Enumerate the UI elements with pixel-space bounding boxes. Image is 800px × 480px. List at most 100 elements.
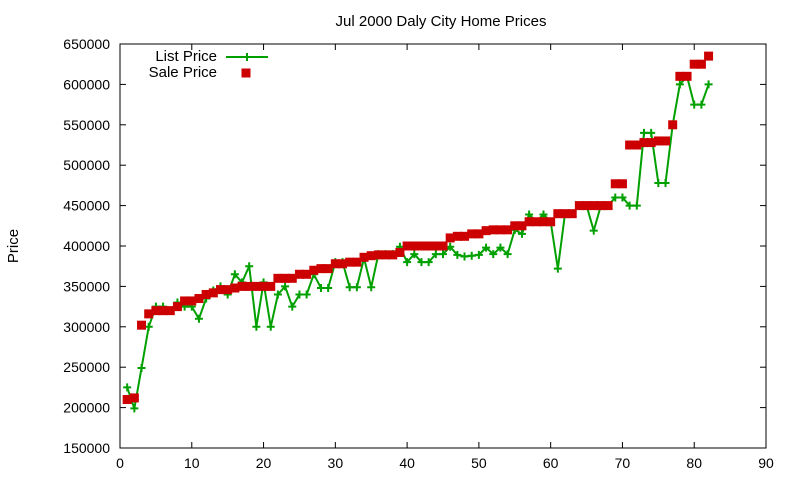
data-point (424, 258, 433, 267)
data-point (395, 247, 405, 257)
data-point (503, 225, 513, 235)
y-tick-label: 450000 (63, 198, 110, 214)
data-point (481, 226, 491, 236)
data-point (302, 290, 311, 299)
data-point (689, 59, 699, 69)
y-tick-label: 500000 (63, 157, 110, 173)
data-point (661, 178, 670, 187)
data-point (474, 229, 484, 239)
data-point (525, 210, 534, 219)
x-tick-label: 40 (399, 455, 415, 471)
data-point (123, 383, 132, 392)
data-point (324, 284, 333, 293)
data-point (704, 80, 713, 89)
data-point (302, 269, 312, 279)
data-point (259, 281, 269, 291)
data-point (438, 241, 448, 251)
data-point (446, 242, 455, 251)
series-sale-price (122, 51, 714, 405)
data-point (345, 283, 354, 292)
data-point (137, 364, 146, 373)
data-point (273, 290, 282, 299)
data-point (137, 320, 147, 330)
data-point (460, 231, 470, 241)
data-point (280, 273, 290, 283)
data-point (151, 306, 161, 316)
data-point (668, 120, 678, 130)
data-point (603, 201, 613, 211)
data-point (201, 289, 211, 299)
y-tick-label: 550000 (63, 117, 110, 133)
y-tick-label: 250000 (63, 359, 110, 375)
x-tick-label: 30 (328, 455, 344, 471)
data-point (567, 209, 577, 219)
data-point (403, 258, 412, 267)
x-tick-label: 80 (686, 455, 702, 471)
data-point (230, 270, 239, 279)
x-tick-label: 20 (256, 455, 272, 471)
data-point (402, 241, 412, 251)
plot-frame (119, 43, 767, 449)
data-point (215, 285, 225, 295)
data-point (410, 250, 419, 259)
series-layer (122, 51, 714, 413)
data-point (675, 71, 685, 81)
legend: List Price Sale Price (149, 48, 268, 81)
data-point (639, 128, 648, 137)
y-axis: 150000 200000 250000 300000 350000 400000 4500… (63, 36, 766, 456)
data-point (431, 250, 440, 259)
data-point (453, 250, 462, 259)
data-point (596, 201, 606, 211)
data-point (488, 225, 498, 235)
y-tick-label: 400000 (63, 238, 110, 254)
data-point (538, 217, 548, 227)
data-point (323, 264, 333, 274)
data-point (452, 231, 462, 241)
data-point (266, 322, 275, 331)
data-point (338, 259, 348, 269)
data-point (172, 302, 182, 312)
data-point (546, 217, 556, 227)
data-point (524, 217, 534, 227)
y-tick-label: 650000 (63, 36, 110, 52)
data-point (237, 281, 247, 291)
data-point (165, 306, 175, 316)
data-point (460, 252, 469, 261)
data-point (503, 250, 512, 259)
data-point (489, 250, 498, 259)
y-axis-label: Price (5, 229, 22, 263)
data-point (244, 281, 254, 291)
data-point (625, 140, 635, 150)
data-point (251, 281, 261, 291)
data-point (632, 140, 642, 150)
data-point (359, 252, 369, 262)
data-point (517, 221, 527, 231)
data-point (482, 243, 491, 252)
data-point (496, 243, 505, 252)
data-point (409, 241, 419, 251)
data-point (266, 281, 276, 291)
data-point (194, 294, 204, 304)
data-point (617, 179, 627, 189)
data-point (553, 209, 563, 219)
data-point (646, 138, 656, 148)
data-point (439, 250, 447, 259)
data-point (194, 314, 203, 323)
data-point (223, 285, 233, 295)
y-tick-label: 600000 (63, 76, 110, 92)
data-point (180, 296, 190, 306)
data-point (653, 136, 663, 146)
data-point (381, 250, 391, 260)
data-point (661, 136, 671, 146)
legend-swatch-marker (241, 68, 251, 78)
data-point (281, 282, 290, 291)
data-point (144, 322, 153, 331)
data-point (445, 233, 455, 243)
data-point (553, 264, 562, 273)
data-point (639, 138, 649, 148)
data-point (474, 250, 483, 259)
data-point (287, 273, 297, 283)
chart-title: Jul 2000 Daly City Home Prices (336, 13, 547, 30)
data-point (704, 51, 714, 61)
